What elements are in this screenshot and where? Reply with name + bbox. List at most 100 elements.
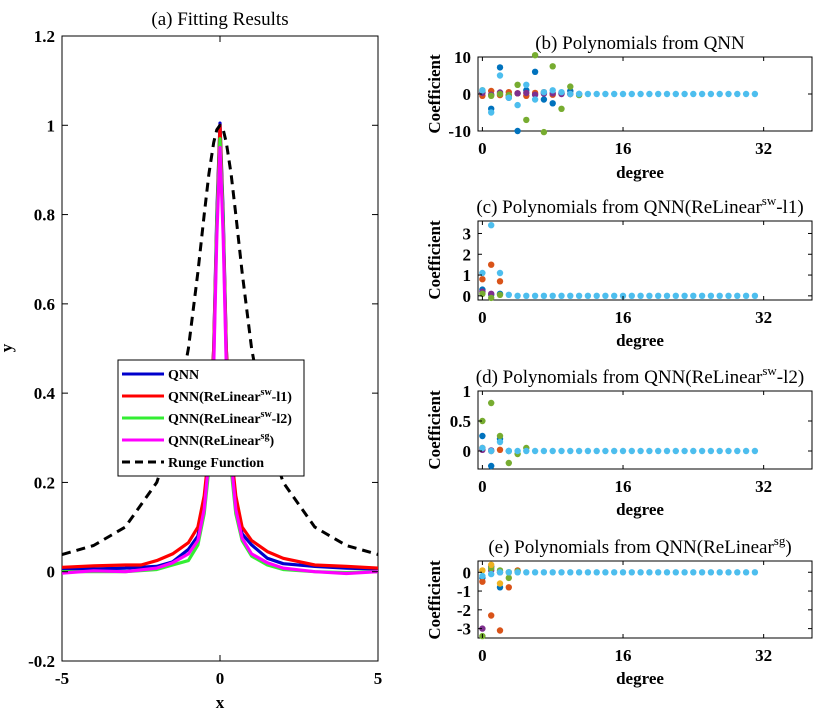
chart-d-point-s4-23 [681,447,688,455]
chart-d-point-s4-29 [734,447,741,455]
chart-d-point-s4-24 [690,447,697,455]
chart-b-point-s3-1 [488,92,495,100]
chart-b-point-s4-6 [531,96,539,103]
chart-e-point-s5-21 [663,569,671,576]
chart-e-ytick-label-2: -1 [457,582,471,601]
chart-c-point-s4-20 [655,292,662,299]
chart-c-point-s4-5 [523,292,530,299]
chart-b-point-s4-12 [584,90,592,98]
chart-a-ytick-label-0: -0.2 [28,652,55,671]
chart-d-point-s4-9 [558,447,565,455]
chart-b-point-s4-3 [505,94,512,101]
chart-d-point-s4-20 [655,447,662,455]
chart-d-point-s4-30 [742,447,750,455]
chart-e-point-s1-3 [505,584,512,591]
chart-b-point-s0-8 [549,100,556,107]
chart-b-point-s4-1 [488,109,495,116]
chart-b-point-s4-9 [558,89,565,96]
chart-b-point-s4-7 [540,89,548,96]
chart-c-ylabel: Coefficient [425,220,444,300]
chart-e-ytick-label-1: -2 [457,601,471,620]
chart-c-point-s4-31 [751,292,759,299]
chart-e-point-s5-17 [628,569,635,576]
chart-c-point-s4-10 [567,292,574,299]
chart-b-point-s2-6 [531,91,539,98]
chart-e-ytick-label-3: 0 [463,563,472,582]
chart-a-legend-label-2: QNN(ReLinearsw-l2) [168,409,292,427]
chart-d-xtick-label-0: 0 [478,477,487,496]
chart-d-point-s0-1 [488,462,495,470]
chart-a-ytick-label-1: 0 [47,563,56,582]
chart-b-xtick-label-2: 32 [755,139,772,158]
chart-e-point-s2-0 [479,625,486,632]
chart-b-point-s4-26 [707,90,715,98]
chart-d-point-s4-3 [505,447,512,455]
chart-e-xtick-label-0: 0 [478,646,487,665]
chart-b-point-s4-20 [655,90,662,98]
chart-c-ytick-label-1: 1 [463,266,472,285]
chart-e-point-s5-1 [488,570,495,578]
chart-d-point-s4-28 [725,447,732,455]
chart-a-xtick-label-0: -5 [55,669,69,688]
chart-b-point-s0-7 [540,96,548,103]
chart-b-ytick-label-0: -10 [448,122,471,141]
chart-d-point-s4-4 [514,447,521,455]
chart-c-point-s4-29 [734,292,741,299]
chart-d-point-s4-18 [637,447,644,455]
chart-d-point-s1-2 [496,446,504,453]
chart-a-xtick-label-2: 5 [374,669,383,688]
chart-b-point-s4-18 [637,90,644,98]
chart-c-point-s1-2 [496,278,504,285]
chart-e-point-s5-11 [575,569,583,576]
chart-c-point-s4-26 [707,292,715,299]
chart-c-xtick-label-0: 0 [478,308,487,327]
chart-b-point-s4-5 [523,81,530,89]
chart-d-ytick-label-2: 1 [463,382,472,401]
chart-b-ytick-label-2: 10 [454,48,471,67]
chart-b-point-s4-11 [575,90,583,98]
chart-b-point-s0-6 [531,68,539,76]
chart-e-point-s1-1 [488,612,495,619]
chart-d-ytick-label-1: 0.5 [450,412,471,431]
chart-e-point-s5-20 [655,569,662,576]
chart-b-point-s4-23 [681,90,688,98]
chart-c-point-s4-7 [540,292,548,299]
chart-d-axes-box [477,390,813,470]
chart-b-title: (b) Polynomials from QNN [535,33,745,54]
chart-c-point-s4-1 [488,222,495,229]
chart-a-series-line-2 [62,137,378,575]
chart-c-point-s4-25 [698,292,706,299]
chart-b-point-s4-22 [672,90,679,98]
chart-c-title: (c) Polynomials from QNN(ReLinearsw-l1) [476,193,803,218]
chart-b-xtick-label-1: 16 [615,139,632,158]
chart-e-xlabel: degree [616,669,664,688]
chart-c-point-s4-2 [496,269,504,277]
chart-c-xlabel: degree [616,331,664,350]
chart-e-point-s5-13 [593,569,600,576]
chart-d-xlabel: degree [616,500,664,519]
chart-e-point-s4-2 [496,580,504,587]
chart-d-point-s4-14 [602,447,609,455]
chart-b-point-s4-0 [479,87,486,94]
chart-c-point-s4-30 [742,292,750,299]
chart-e-point-s5-15 [611,569,618,576]
chart-c-xtick-label-2: 32 [755,308,772,327]
chart-a-ytick-label-2: 0.2 [34,473,55,492]
chart-d-point-s4-5 [523,447,530,455]
chart-b-point-s3-6 [531,52,539,59]
chart-d-point-s4-12 [584,447,592,455]
chart-e-point-s5-16 [619,569,627,576]
chart-a-ytick-label-7: 1.2 [34,27,55,46]
chart-b-point-s4-10 [567,90,574,98]
chart-e-point-s5-12 [584,569,592,576]
chart-d-point-s4-1 [488,447,495,455]
chart-e-point-s5-2 [496,569,504,576]
chart-c-point-s4-21 [663,292,671,299]
chart-a-xtick-label-1: 0 [216,669,225,688]
chart-b-point-s2-4 [514,90,521,97]
chart-e-point-s5-22 [672,569,679,576]
chart-a-legend-label-0: QNN [168,368,199,383]
chart-a-ylabel: y [0,343,16,352]
chart-e-point-s5-18 [637,569,644,576]
chart-e-point-s5-4 [514,569,521,576]
